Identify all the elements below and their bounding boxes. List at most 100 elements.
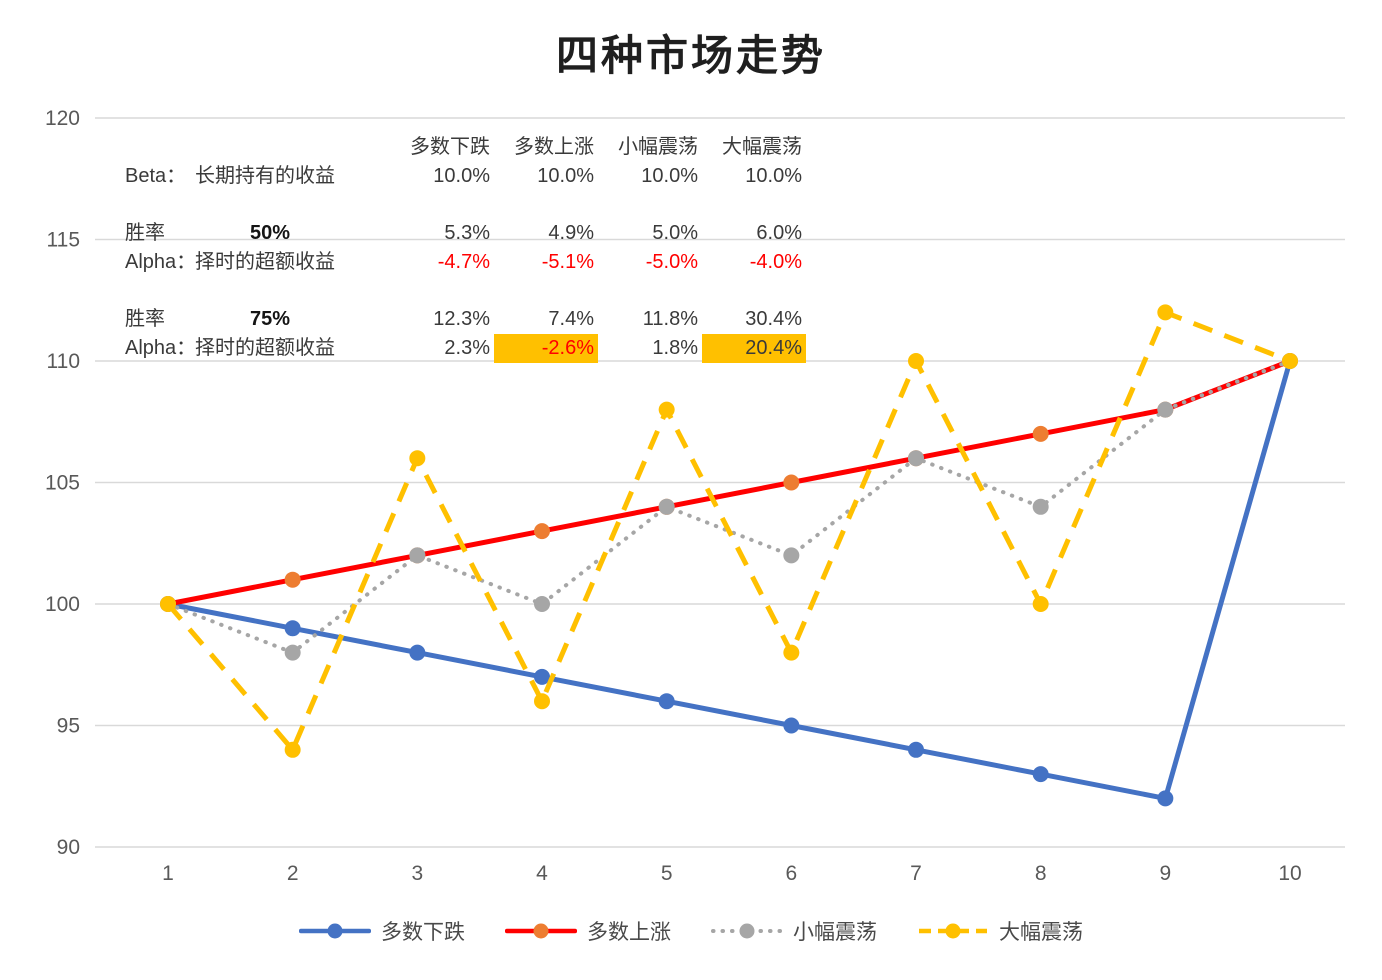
chart-legend: 多数下跌 多数上涨 小幅震荡 大幅震荡	[0, 916, 1382, 946]
alpha-value: -4.7%	[437, 251, 490, 273]
series-marker-多数下跌	[658, 693, 675, 710]
series-marker-多数下跌	[284, 620, 301, 637]
legend-item-多数下跌: 多数下跌	[299, 916, 465, 946]
col-header-large-osc: 大幅震荡	[722, 136, 802, 158]
alpha-value-highlighted: 20.4%	[702, 334, 806, 363]
legend-item-大幅震荡: 大幅震荡	[917, 916, 1083, 946]
legend-sample-icon	[505, 923, 577, 939]
alpha-desc: 择时的超额收益	[195, 251, 335, 273]
y-tick-label: 120	[45, 107, 80, 130]
alpha-value: -4.0%	[749, 251, 802, 273]
beta-value: 10.0%	[433, 165, 490, 187]
series-marker-大幅震荡	[409, 450, 426, 467]
series-marker-大幅震荡	[908, 353, 924, 369]
series-marker-多数下跌	[534, 668, 550, 685]
alpha-value: -5.0%	[645, 251, 698, 273]
series-line-多数上涨	[165, 358, 1293, 607]
series-marker-大幅震荡	[1157, 304, 1174, 321]
col-header-small-osc: 小幅震荡	[618, 136, 698, 158]
winrate-value: 75%	[250, 308, 291, 330]
y-tick-label: 115	[47, 229, 80, 252]
row-spacer	[125, 277, 806, 305]
series-marker-小幅震荡	[409, 547, 426, 564]
series-marker-小幅震荡	[1157, 401, 1174, 418]
series-marker-多数上涨	[284, 571, 301, 588]
table-row-alpha-75: Alpha： 择时的超额收益 2.3% -2.6% 1.8% 20.4%	[125, 334, 806, 363]
stats-table: 多数下跌 多数上涨 小幅震荡 大幅震荡 Beta： 长期持有的收益 10.0% …	[125, 133, 806, 363]
y-tick-label: 95	[57, 715, 80, 738]
table-header-row: 多数下跌 多数上涨 小幅震荡 大幅震荡	[125, 133, 806, 162]
x-tick-label: 5	[661, 862, 673, 885]
x-tick-label: 6	[785, 862, 797, 885]
winrate-label: 胜率	[125, 308, 165, 330]
alpha-label: Alpha：	[125, 337, 197, 359]
return-value: 4.9%	[548, 222, 594, 244]
alpha-value-highlighted: -2.6%	[494, 334, 598, 363]
x-tick-label: 4	[536, 862, 548, 885]
return-value: 12.3%	[433, 308, 490, 330]
x-tick-label: 2	[287, 862, 299, 885]
legend-sample-icon	[711, 923, 783, 939]
alpha-desc: 择时的超额收益	[195, 337, 335, 359]
legend-sample-icon	[299, 923, 371, 939]
winrate-label: 胜率	[125, 222, 165, 244]
x-tick-label: 8	[1035, 862, 1047, 885]
chart-title: 四种市场走势	[555, 32, 826, 79]
alpha-value: 2.3%	[444, 337, 490, 359]
series-marker-小幅震荡	[284, 644, 301, 661]
table-row-alpha-50: Alpha： 择时的超额收益 -4.7% -5.1% -5.0% -4.0%	[125, 248, 806, 277]
series-line-多数下跌	[165, 358, 1293, 801]
legend-item-小幅震荡: 小幅震荡	[711, 916, 877, 946]
legend-sample-icon	[919, 923, 987, 939]
series-marker-小幅震荡	[783, 547, 800, 564]
series-marker-多数上涨	[534, 523, 550, 540]
y-tick-label: 100	[45, 593, 80, 616]
series-marker-多数上涨	[1032, 425, 1049, 442]
series-marker-多数下跌	[783, 717, 800, 734]
series-marker-多数下跌	[908, 741, 924, 758]
x-tick-label: 1	[162, 862, 174, 885]
return-value: 5.3%	[444, 222, 490, 244]
series-marker-大幅震荡	[783, 644, 800, 661]
alpha-value: -5.1%	[541, 251, 594, 273]
table-row-winrate-50: 胜率 50% 5.3% 4.9% 5.0% 6.0%	[125, 219, 806, 248]
y-tick-label: 105	[45, 472, 80, 495]
y-tick-label: 90	[57, 836, 80, 859]
series-marker-小幅震荡	[1032, 498, 1049, 515]
row-spacer	[125, 191, 806, 219]
table-row-beta: Beta： 长期持有的收益 10.0% 10.0% 10.0% 10.0%	[125, 162, 806, 191]
series-marker-大幅震荡	[160, 596, 176, 612]
return-value: 5.0%	[652, 222, 698, 244]
legend-label: 多数上涨	[587, 921, 671, 944]
beta-value: 10.0%	[537, 165, 594, 187]
beta-desc: 长期持有的收益	[195, 165, 335, 187]
legend-label: 大幅震荡	[999, 921, 1083, 944]
series-marker-多数上涨	[783, 474, 800, 491]
series-line-大幅震荡	[166, 309, 1291, 753]
table-row-winrate-75: 胜率 75% 12.3% 7.4% 11.8% 30.4%	[125, 305, 806, 334]
x-tick-label: 7	[910, 862, 922, 885]
series-marker-大幅震荡	[1282, 353, 1298, 369]
x-tick-label: 10	[1278, 862, 1301, 885]
series-marker-小幅震荡	[908, 450, 924, 467]
series-marker-大幅震荡	[658, 401, 675, 418]
x-tick-label: 3	[411, 862, 423, 885]
series-marker-大幅震荡	[284, 741, 301, 758]
beta-value: 10.0%	[745, 165, 802, 187]
y-tick-label: 110	[47, 350, 80, 373]
series-marker-大幅震荡	[534, 693, 550, 710]
return-value: 30.4%	[745, 308, 802, 330]
return-value: 6.0%	[756, 222, 802, 244]
legend-label: 多数下跌	[381, 921, 465, 944]
series-marker-多数下跌	[409, 644, 426, 661]
x-tick-label: 9	[1159, 862, 1171, 885]
alpha-value: 1.8%	[652, 337, 698, 359]
return-value: 11.8%	[642, 308, 698, 330]
series-marker-多数下跌	[1032, 766, 1049, 783]
legend-item-多数上涨: 多数上涨	[505, 916, 671, 946]
return-value: 7.4%	[548, 308, 594, 330]
alpha-label: Alpha：	[125, 251, 197, 273]
winrate-value: 50%	[250, 222, 291, 244]
